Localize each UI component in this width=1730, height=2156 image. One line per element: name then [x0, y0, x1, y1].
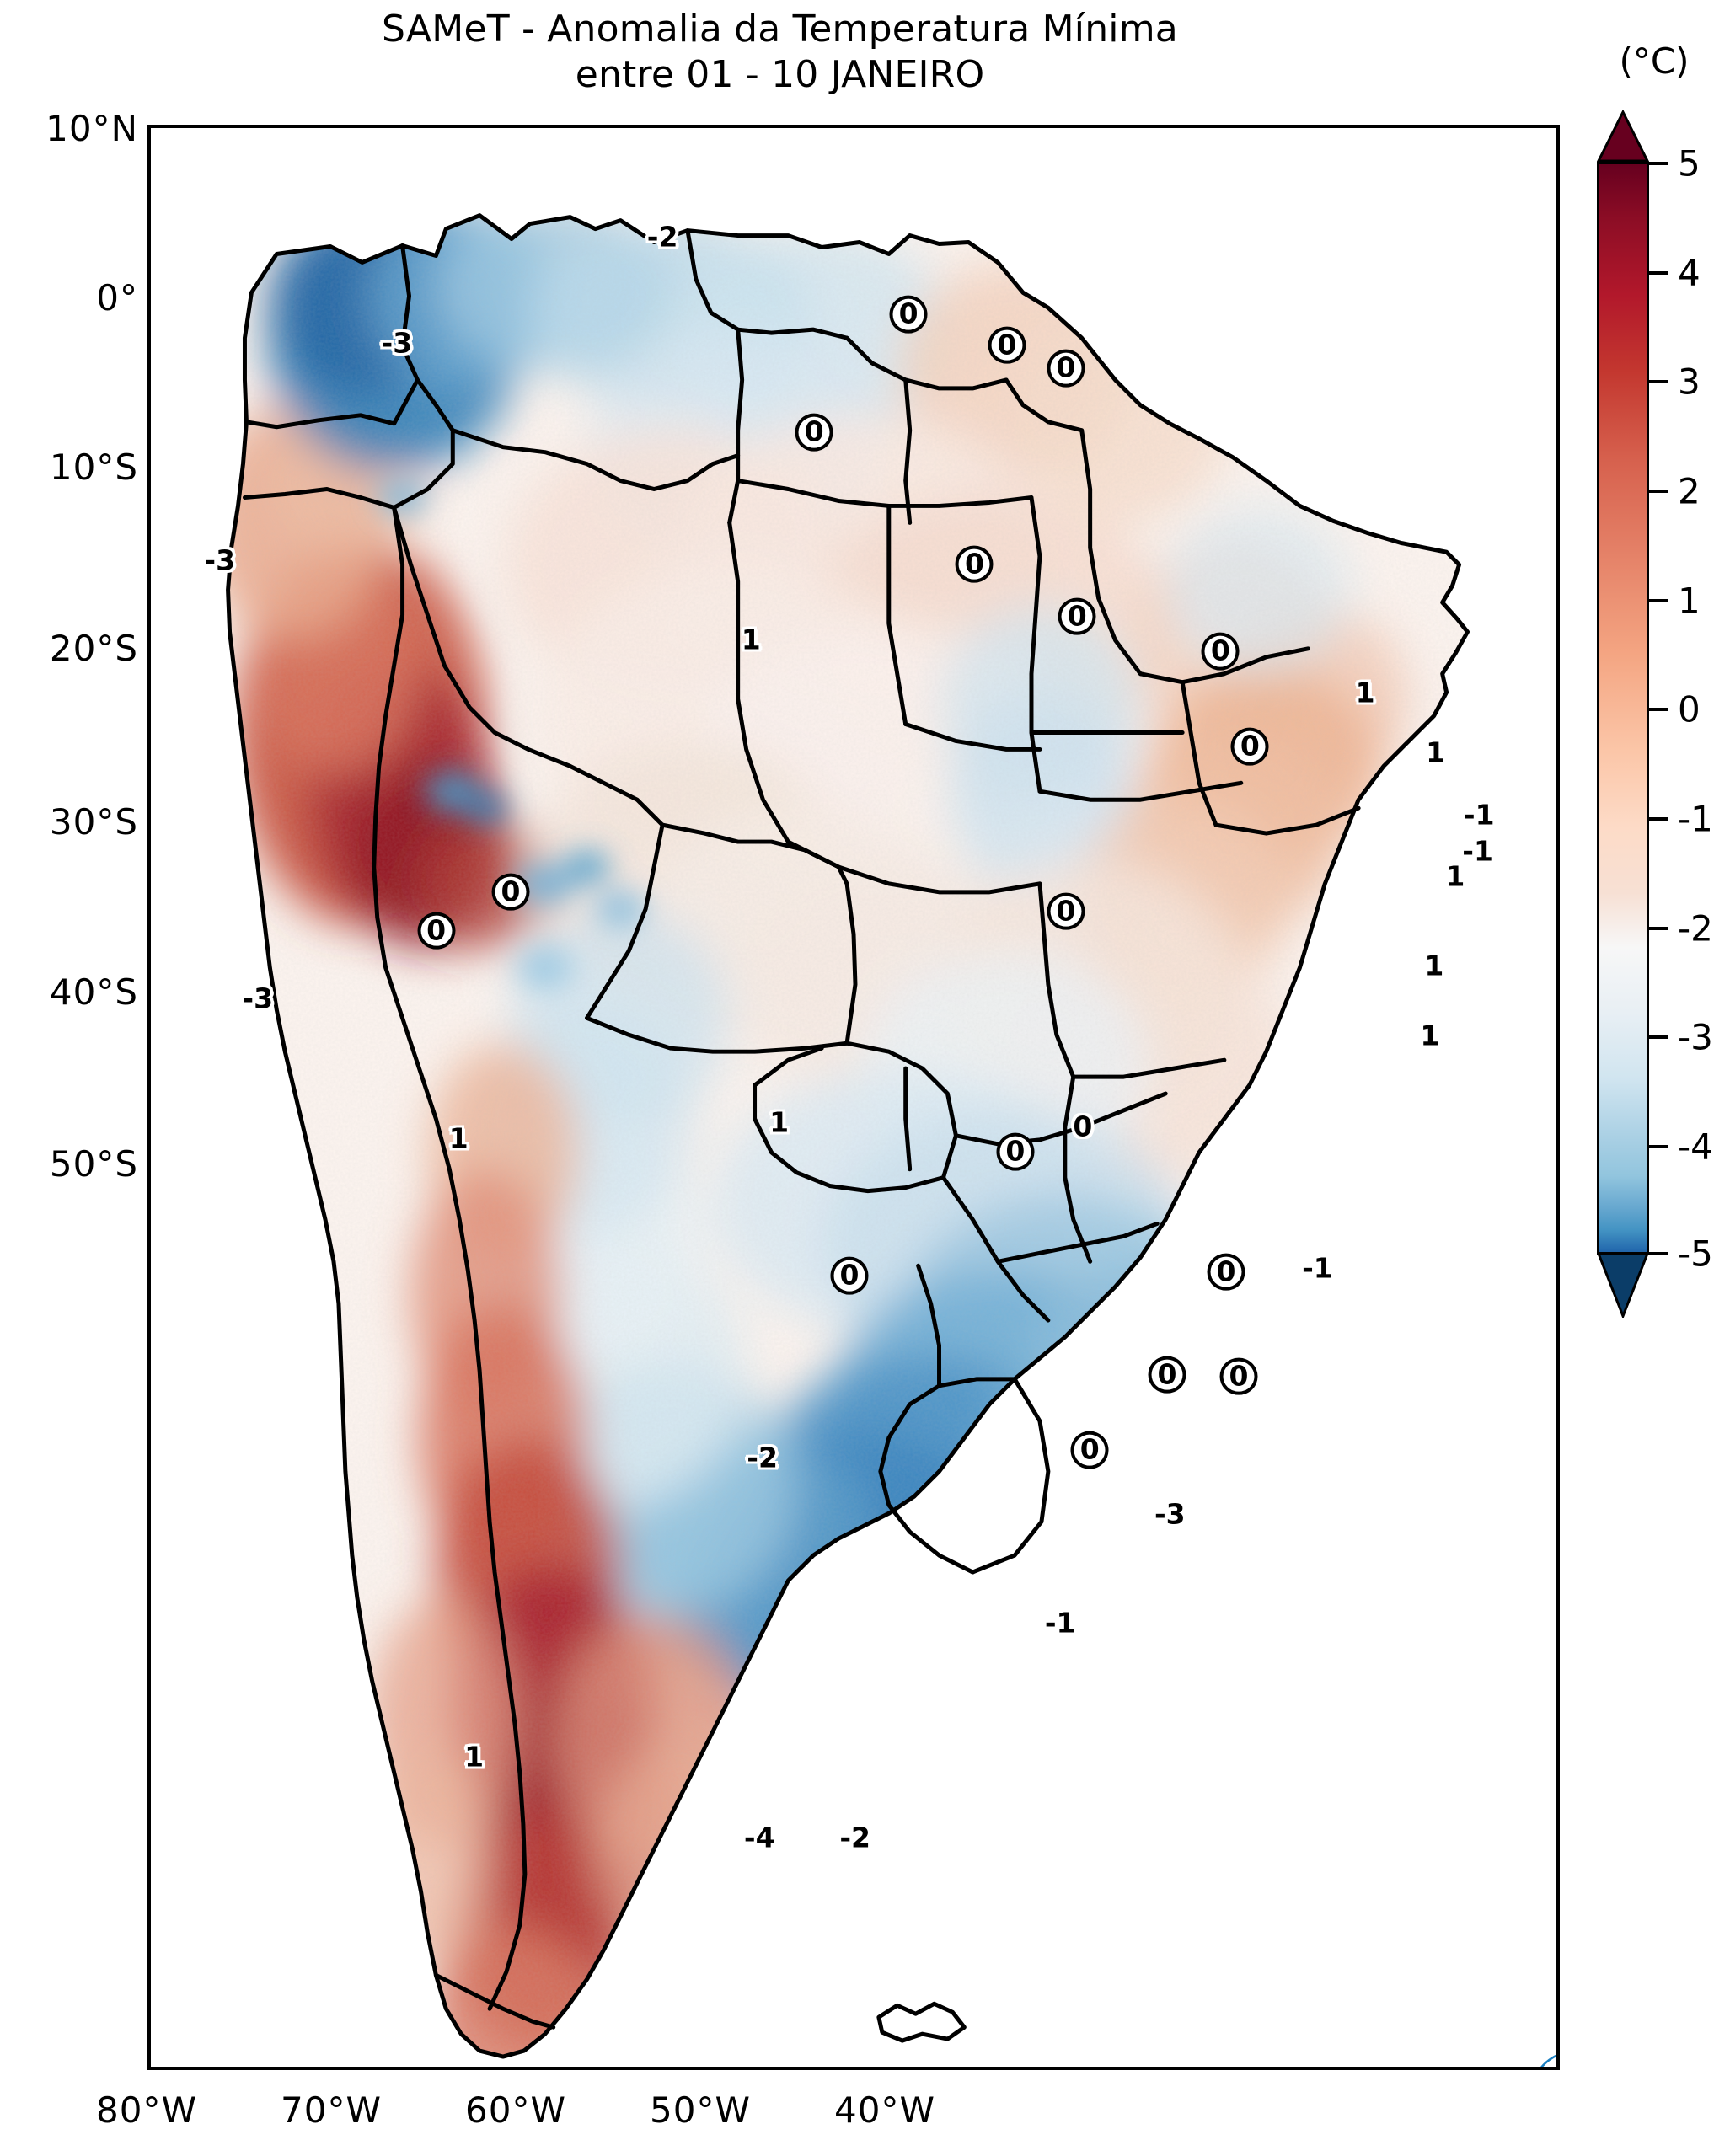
- contour-label: 0: [1201, 632, 1240, 671]
- contour-label: 0: [1230, 727, 1269, 766]
- colorbar-tick: [1649, 817, 1668, 821]
- colorbar-label-m3: -3: [1678, 1016, 1713, 1058]
- x-tick-label-70W: 70°W: [281, 2089, 382, 2131]
- colorbar-label-m5: -5: [1678, 1233, 1713, 1275]
- inpe-arc-outer: [1540, 2054, 1556, 2067]
- contour-label: 1: [1426, 736, 1446, 769]
- y-tick-label-10N: 10°N: [46, 108, 138, 149]
- contour-label: -2: [747, 1441, 778, 1474]
- colorbar-arrow-max: [1597, 110, 1649, 163]
- x-tick-label-80W: 80°W: [96, 2089, 197, 2131]
- y-tick-label-10S: 10°S: [49, 447, 138, 488]
- colorbar-label-0: 0: [1678, 688, 1701, 730]
- x-tick-label-40W: 40°W: [834, 2089, 935, 2131]
- colorbar-gradient: [1597, 162, 1649, 1255]
- colorbar-tick: [1649, 271, 1668, 275]
- contour-label: 0: [1058, 597, 1096, 636]
- contour-label: 1: [1424, 949, 1444, 982]
- contour-label: 0: [491, 873, 530, 911]
- colorbar-tick: [1649, 1252, 1668, 1255]
- contour-label: 0: [1047, 349, 1085, 388]
- colorbar-tick: [1649, 1145, 1668, 1148]
- contour-label: 1: [741, 623, 761, 656]
- contour-label: -2: [646, 220, 678, 254]
- x-tick-label-50W: 50°W: [650, 2089, 751, 2131]
- contour-label: -1: [1302, 1251, 1333, 1285]
- colorbar-tick: [1649, 380, 1668, 383]
- colorbar-label-1: 1: [1678, 580, 1701, 622]
- contour-label: 0: [1207, 1253, 1245, 1291]
- contour-label: 0: [889, 295, 928, 334]
- colorbar-label-2: 2: [1678, 470, 1701, 512]
- contour-label: 0: [1047, 892, 1085, 930]
- country-borders: [226, 213, 1470, 2059]
- contour-label: 0: [988, 326, 1026, 365]
- colorbar-tick: [1649, 162, 1668, 165]
- contour-label: 1: [464, 1740, 485, 1773]
- contour-label: 1: [1355, 676, 1375, 709]
- contour-label: 0: [955, 545, 994, 584]
- colorbar-label-5: 5: [1678, 142, 1701, 185]
- contour-label: -3: [381, 326, 413, 360]
- inpe-arc-inner: [1551, 2064, 1560, 2070]
- contour-label: -4: [743, 1821, 775, 1854]
- y-tick-label-30S: 30°S: [49, 801, 138, 843]
- anomaly-heatmap: [226, 213, 1470, 2059]
- contour-label: 1: [769, 1105, 790, 1139]
- y-tick-label-20S: 20°S: [49, 628, 138, 669]
- colorbar-tick: [1649, 708, 1668, 711]
- contour-label: -1: [1044, 1606, 1076, 1640]
- colorbar-label-m2: -2: [1678, 907, 1713, 950]
- colorbar-label-m4: -4: [1678, 1126, 1713, 1168]
- colorbar-tick: [1649, 927, 1668, 930]
- contour-label: 0: [417, 912, 456, 950]
- colorbar-label-3: 3: [1678, 361, 1701, 403]
- x-tick-label-60W: 60°W: [465, 2089, 566, 2131]
- contour-label: 1: [448, 1121, 469, 1155]
- y-tick-label-40S: 40°S: [49, 971, 138, 1013]
- title-line-1: SAMeT - Anomalia da Temperatura Mínima: [382, 8, 1178, 51]
- colorbar-tick: [1649, 599, 1668, 602]
- contour-label: -3: [242, 982, 274, 1015]
- contour-label: 1: [1420, 1019, 1440, 1052]
- colorbar-label-4: 4: [1678, 252, 1701, 294]
- colorbar-tick: [1649, 1035, 1668, 1039]
- contour-label: -3: [1154, 1497, 1186, 1531]
- title-line-2: entre 01 - 10 JANEIRO: [575, 52, 985, 96]
- contour-label: -3: [204, 543, 236, 577]
- contour-label: 0: [1148, 1356, 1186, 1394]
- contour-label: 0: [830, 1256, 869, 1295]
- contour-label: 1: [1445, 859, 1465, 893]
- colorbar-unit-label: (°C): [1619, 40, 1690, 82]
- contour-label: -1: [1462, 834, 1493, 868]
- y-tick-label-50S: 50°S: [49, 1143, 138, 1185]
- map-plot-area[interactable]: -2 -3 0 0 0 0 -3 0 1 0 0 1 0 1 -1 -1 0 0…: [147, 125, 1560, 2070]
- colorbar-arrow-min: [1597, 1252, 1649, 1318]
- contour-label: -2: [839, 1821, 870, 1854]
- contour-label: 0: [996, 1132, 1035, 1171]
- contour-label: -1: [1463, 798, 1495, 832]
- colorbar[interactable]: 5 4 3 2 1 0 -1 -2 -3 -4 -5: [1597, 95, 1730, 1318]
- y-tick-label-0: 0°: [96, 277, 138, 318]
- contour-label: 0: [1070, 1431, 1109, 1469]
- colorbar-label-m1: -1: [1678, 798, 1713, 840]
- contour-label: 0: [1073, 1110, 1093, 1143]
- inpe-logo: INPE: [1540, 2054, 1560, 2070]
- colorbar-tick: [1649, 490, 1668, 493]
- contour-label: 0: [795, 413, 833, 452]
- page-title: SAMeT - Anomalia da Temperatura Mínima e…: [0, 7, 1560, 97]
- contour-label: 0: [1219, 1357, 1258, 1396]
